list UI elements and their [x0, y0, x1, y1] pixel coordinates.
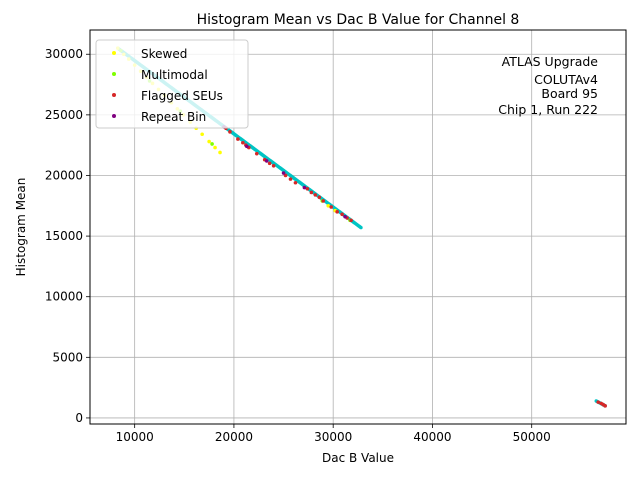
x-tick-label: 40000: [413, 430, 451, 444]
run-annotation: ATLAS Upgrade COLUTAv4 Board 95 Chip 1, …: [498, 54, 598, 117]
series-point: [218, 150, 222, 155]
series-point: [245, 144, 249, 149]
series-point: [317, 195, 322, 200]
legend-marker: [112, 72, 116, 76]
series-point: [200, 132, 204, 137]
series-point: [271, 163, 276, 168]
series-point: [254, 151, 259, 156]
series-point: [305, 187, 310, 191]
legend: Skewed Multimodal Flagged SEUs Repeat Bin: [95, 39, 249, 129]
legend-label: Skewed: [141, 47, 187, 61]
y-tick-label: 0: [75, 411, 83, 425]
legend-label: Flagged SEUs: [141, 89, 223, 103]
y-tick-label: 5000: [52, 350, 83, 364]
series-point: [349, 218, 353, 223]
series-point: [228, 130, 232, 134]
series-point: [340, 212, 344, 217]
x-tick-label: 10000: [116, 430, 154, 444]
series-point: [335, 210, 339, 214]
series-point: [326, 203, 331, 208]
legend-marker: [112, 114, 116, 118]
series-point: [293, 180, 298, 185]
series-point: [329, 205, 334, 209]
legend-marker: [112, 93, 116, 97]
tick-layer: 10000 20000 30000 40000 50000 0 5000 10000 15000…: [45, 47, 551, 444]
series-point: [281, 171, 286, 175]
series-point: [264, 159, 269, 163]
annotation-line: Board 95: [541, 86, 598, 101]
series-point: [267, 161, 272, 166]
series-point: [210, 142, 214, 146]
grid-layer: [90, 30, 626, 424]
series-point: [603, 404, 607, 408]
series-point: [343, 214, 347, 219]
annotation-line: ATLAS Upgrade: [502, 54, 599, 69]
y-tick-label: 15000: [45, 229, 83, 243]
series-point: [302, 185, 307, 190]
legend-box: [95, 39, 249, 129]
x-tick-label: 50000: [513, 430, 551, 444]
series-point: [241, 140, 245, 145]
legend-label: Multimodal: [141, 68, 208, 82]
series-point: [283, 173, 288, 178]
x-tick-label: 30000: [314, 430, 352, 444]
annotation-line: COLUTAv4: [534, 72, 598, 87]
y-tick-label: 25000: [45, 108, 83, 122]
y-tick-label: 10000: [45, 290, 83, 304]
series-point: [309, 190, 314, 195]
legend-marker: [112, 51, 116, 55]
annotation-line: Chip 1, Run 222: [498, 102, 598, 117]
series-point: [207, 139, 211, 144]
series-point: [288, 177, 293, 181]
y-tick-label: 30000: [45, 47, 83, 61]
chart-title: Histogram Mean vs Dac B Value for Channe…: [197, 12, 520, 28]
series-point: [213, 145, 217, 150]
series-point: [313, 193, 318, 197]
data-point: [359, 225, 363, 230]
plot-frame: [89, 29, 627, 425]
series-point: [596, 400, 601, 404]
x-tick-label: 20000: [215, 430, 253, 444]
legend-label: Repeat Bin: [141, 110, 206, 124]
y-axis-label: Histogram Mean: [14, 178, 28, 277]
series-point: [321, 199, 326, 203]
series-point: [236, 137, 240, 141]
x-axis-label: Dac B Value: [322, 451, 394, 465]
y-tick-label: 20000: [45, 168, 83, 182]
